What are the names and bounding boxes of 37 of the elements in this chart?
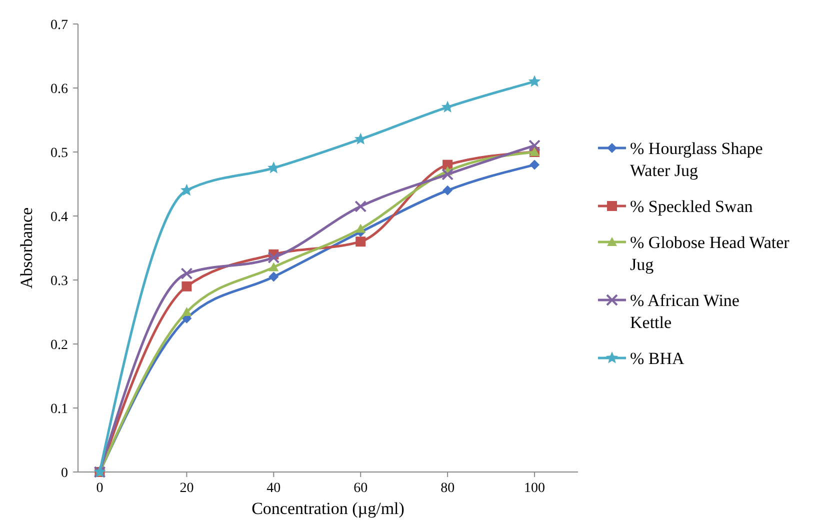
y-tick-label: 0.1 [50, 402, 68, 417]
y-tick-label: 0.6 [50, 82, 68, 97]
x-tick-label: 0 [96, 481, 104, 496]
x-tick-label: 80 [440, 481, 455, 496]
x-axis-title: Concentration (µg/ml) [252, 499, 404, 518]
y-axis-title: Absorbance [17, 207, 36, 289]
y-tick-label: 0.2 [50, 338, 68, 353]
point [180, 268, 193, 280]
legend-label: % Speckled Swan [630, 197, 754, 216]
y-tick-label: 0.4 [50, 210, 68, 225]
y-tick-label: 0 [61, 466, 68, 481]
point [182, 307, 192, 316]
point [530, 160, 540, 170]
y-tick-label: 0.3 [50, 274, 68, 289]
legend-label: % BHA [630, 349, 686, 368]
y-tick-label: 0.7 [50, 18, 68, 33]
point [354, 200, 367, 212]
point [268, 252, 280, 264]
point [442, 185, 453, 196]
legend-label: % Hourglass Shape Water Jug [630, 139, 763, 180]
point [442, 168, 454, 180]
point [528, 140, 541, 152]
point [528, 75, 541, 87]
x-tick-label: 40 [266, 481, 281, 496]
point [180, 184, 193, 196]
point [356, 236, 366, 247]
point [356, 224, 366, 233]
y-tick-label: 0.5 [50, 146, 68, 161]
point [354, 132, 367, 144]
x-tick-label: 100 [524, 481, 546, 496]
point [182, 281, 192, 292]
point [268, 272, 279, 282]
legend-label: % Globose Head Water Jug [630, 233, 790, 274]
x-tick-label: 20 [180, 481, 194, 496]
point [268, 262, 279, 272]
x-tick-label: 60 [354, 481, 368, 496]
legend-label: % African Wine Kettle [630, 291, 740, 332]
